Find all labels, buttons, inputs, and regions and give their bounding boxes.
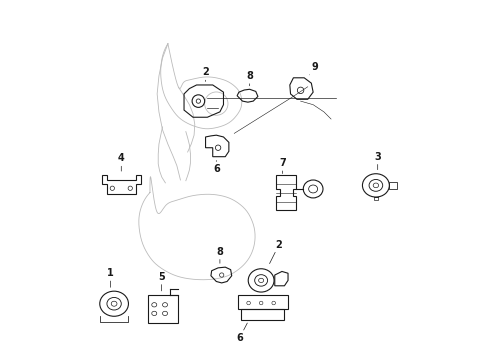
Text: 7: 7 (279, 158, 286, 174)
Text: 9: 9 (309, 62, 318, 75)
Text: 8: 8 (217, 247, 223, 263)
Text: 4: 4 (118, 153, 124, 171)
Text: 5: 5 (158, 272, 165, 291)
Text: 3: 3 (374, 152, 381, 170)
Text: 2: 2 (270, 239, 282, 264)
Text: 6: 6 (236, 323, 247, 343)
Text: 8: 8 (246, 71, 253, 86)
Text: 2: 2 (202, 67, 209, 81)
Text: 6: 6 (213, 161, 220, 174)
Text: 1: 1 (107, 268, 114, 287)
